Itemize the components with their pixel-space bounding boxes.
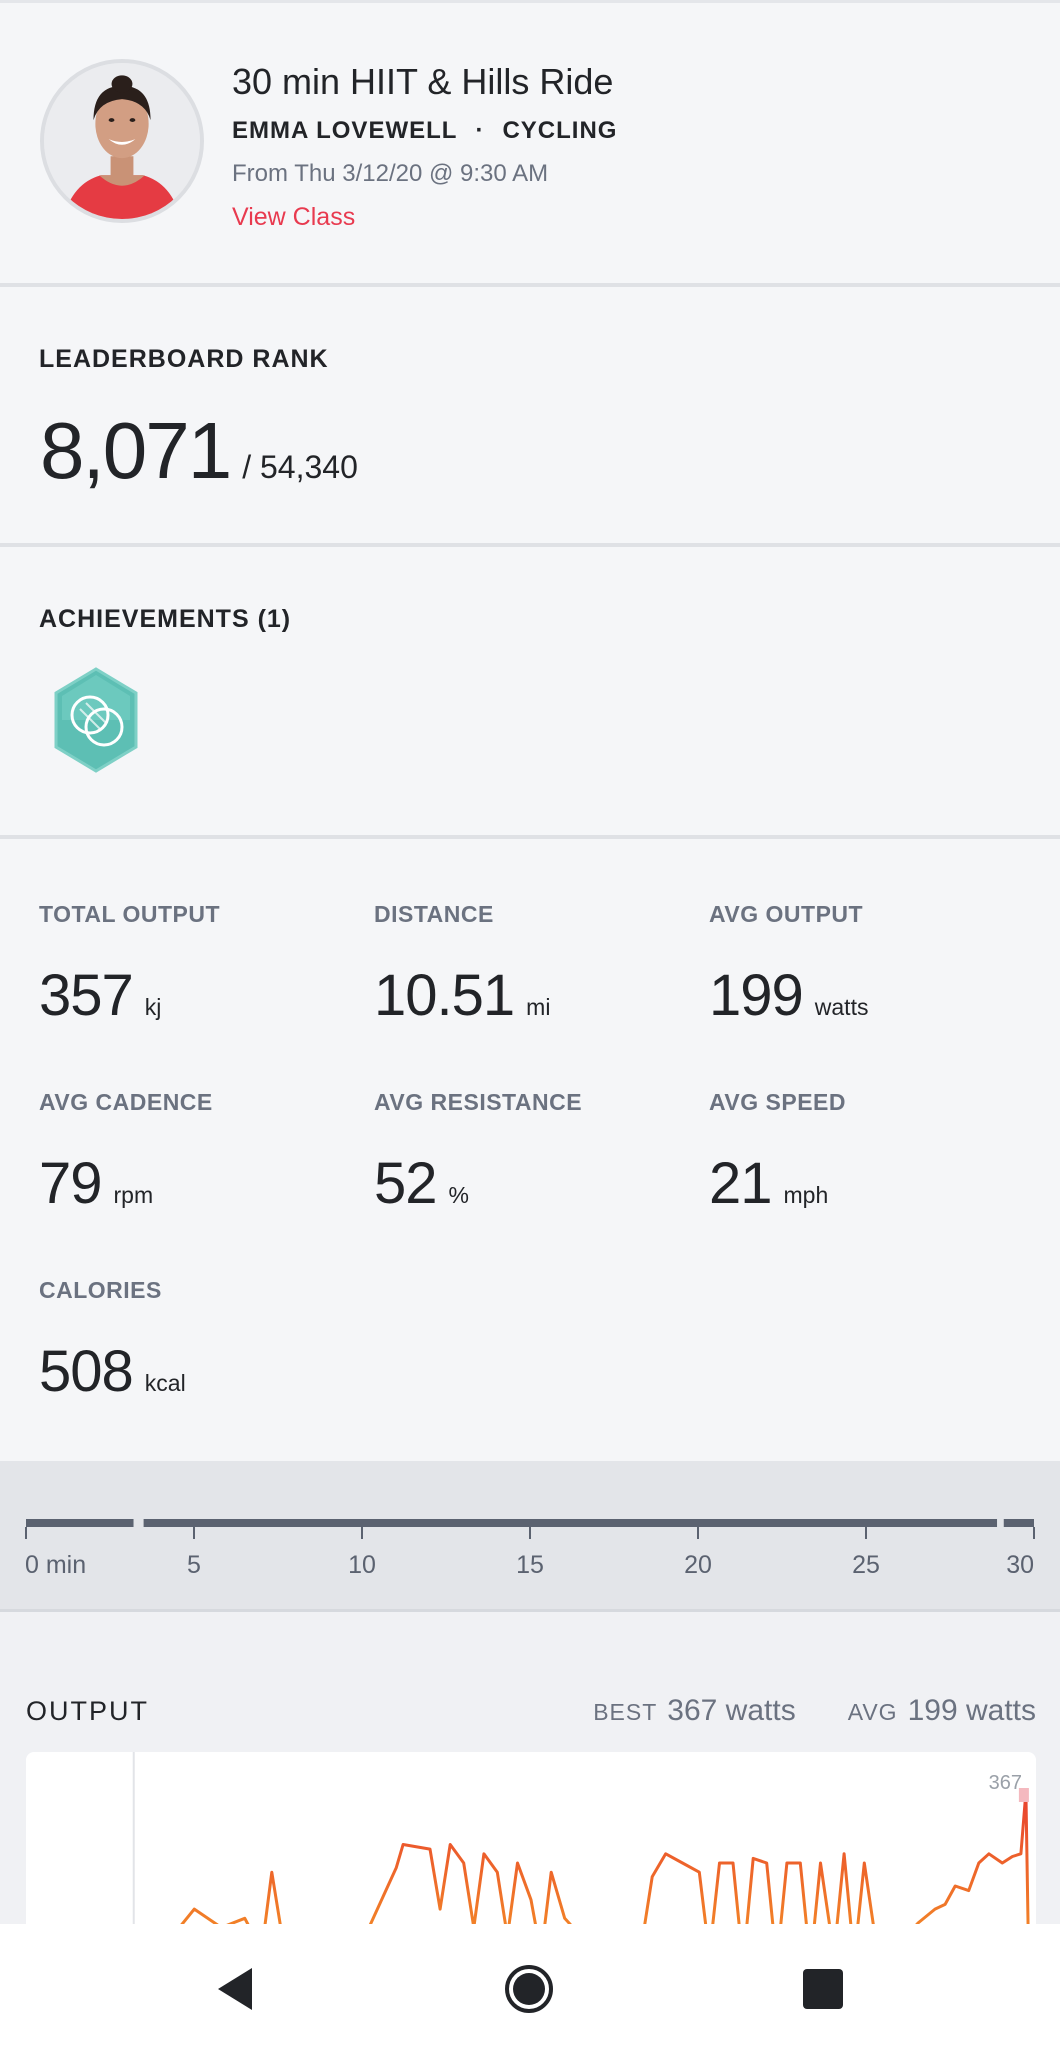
- leaderboard-rank: 8,071 / 54,340: [40, 405, 358, 497]
- output-stats: BEST 367 watts AVG 199 watts: [593, 1694, 1036, 1728]
- class-title: 30 min HIIT & Hills Ride: [232, 61, 614, 102]
- output-section: OUTPUT BEST 367 watts AVG 199 watts 367: [0, 1612, 1060, 1952]
- output-title: OUTPUT: [26, 1696, 149, 1726]
- metric-avg-speed: AVG SPEED 21 mph: [709, 1089, 1029, 1217]
- metric-avg-cadence: AVG CADENCE 79 rpm: [39, 1089, 359, 1217]
- home-button[interactable]: [502, 1962, 556, 2016]
- timeline-tick-label: 25: [852, 1551, 880, 1579]
- back-triangle-icon: [218, 1968, 252, 2010]
- recents-button[interactable]: [796, 1962, 850, 2016]
- metric-label: CALORIES: [39, 1277, 162, 1303]
- achievements-label: ACHIEVEMENTS (1): [39, 605, 292, 633]
- metric-label: DISTANCE: [374, 901, 494, 927]
- metric-value: 199: [709, 963, 804, 1028]
- metric-unit: kcal: [144, 1370, 186, 1396]
- metric-avg-output: AVG OUTPUT 199 watts: [709, 901, 1029, 1029]
- output-chart-svg: [26, 1752, 1036, 1952]
- view-class-link[interactable]: View Class: [232, 203, 356, 231]
- timeline-tick-label: 15: [516, 1551, 544, 1579]
- metric-unit: %: [448, 1182, 469, 1208]
- timeline-tick-label: 0 min: [25, 1551, 86, 1579]
- timeline-tick-label: 20: [684, 1551, 712, 1579]
- class-header: 30 min HIIT & Hills Ride EMMA LOVEWELL · C…: [0, 0, 1060, 283]
- rank-total: / 54,340: [242, 449, 358, 485]
- divider: [0, 835, 1060, 839]
- metric-value: 508: [39, 1339, 134, 1404]
- class-date: From Thu 3/12/20 @ 9:30 AM: [232, 160, 549, 187]
- metric-total-output: TOTAL OUTPUT 357 kj: [39, 901, 359, 1029]
- peak-marker: [1018, 1788, 1029, 1802]
- divider: [0, 543, 1060, 547]
- timeline-tick-label: 30: [1006, 1551, 1034, 1579]
- metric-calories: CALORIES 508 kcal: [39, 1277, 359, 1405]
- divider: [0, 1609, 1060, 1612]
- metric-value: 10.51: [374, 963, 515, 1028]
- instructor-photo: [44, 63, 200, 219]
- metric-label: AVG CADENCE: [39, 1089, 213, 1115]
- discipline: CYCLING: [502, 117, 618, 144]
- timeline-tick-label: 10: [348, 1551, 376, 1579]
- output-chart[interactable]: 367: [26, 1752, 1036, 1952]
- metric-unit: rpm: [113, 1182, 154, 1208]
- system-nav-bar: [0, 1924, 1060, 2048]
- metric-label: AVG RESISTANCE: [374, 1089, 583, 1115]
- leaderboard-section: LEADERBOARD RANK 8,071 / 54,340: [0, 287, 1060, 543]
- back-button[interactable]: [210, 1962, 264, 2016]
- metric-unit: mi: [526, 994, 551, 1020]
- metric-label: TOTAL OUTPUT: [39, 901, 221, 927]
- metric-value: 21: [709, 1151, 773, 1216]
- metric-avg-resistance: AVG RESISTANCE 52%: [374, 1089, 694, 1217]
- separator-dot: ·: [475, 117, 485, 144]
- instructor-name: EMMA LOVEWELL: [232, 117, 458, 144]
- metric-distance: DISTANCE 10.51 mi: [374, 901, 694, 1029]
- timeline-section[interactable]: 0 min 5 10 15 20 25 30: [0, 1461, 1060, 1611]
- metric-unit: watts: [814, 994, 869, 1020]
- linked-rings-badge-icon[interactable]: [52, 665, 140, 775]
- best-value: 367 watts: [667, 1694, 796, 1727]
- metric-value: 357: [39, 963, 134, 1028]
- achievements-section: ACHIEVEMENTS (1): [0, 547, 1060, 835]
- metric-label: AVG SPEED: [709, 1089, 846, 1115]
- metric-unit: mph: [783, 1182, 829, 1208]
- timeline-tick-label: 5: [187, 1551, 201, 1579]
- avg-value: 199 watts: [907, 1694, 1036, 1727]
- metric-unit: kj: [144, 994, 162, 1020]
- rank-value: 8,071: [40, 406, 232, 495]
- metric-label: AVG OUTPUT: [709, 901, 864, 927]
- metric-value: 79: [39, 1151, 103, 1216]
- timeline-scrubber[interactable]: 0 min 5 10 15 20 25 30: [0, 1461, 1060, 1611]
- avg-label: AVG: [847, 1699, 898, 1725]
- instructor-avatar[interactable]: [40, 59, 204, 223]
- peak-label: 367: [988, 1772, 1022, 1794]
- metric-value: 52: [374, 1151, 438, 1216]
- metrics-section: TOTAL OUTPUT 357 kj DISTANCE 10.51 mi AVG …: [0, 839, 1060, 1461]
- instructor-line: EMMA LOVEWELL · CYCLING: [232, 117, 617, 145]
- leaderboard-label: LEADERBOARD RANK: [39, 345, 329, 373]
- home-circle-icon: [505, 1965, 553, 2013]
- recents-square-icon: [803, 1969, 843, 2009]
- best-label: BEST: [593, 1699, 658, 1725]
- divider: [0, 283, 1060, 287]
